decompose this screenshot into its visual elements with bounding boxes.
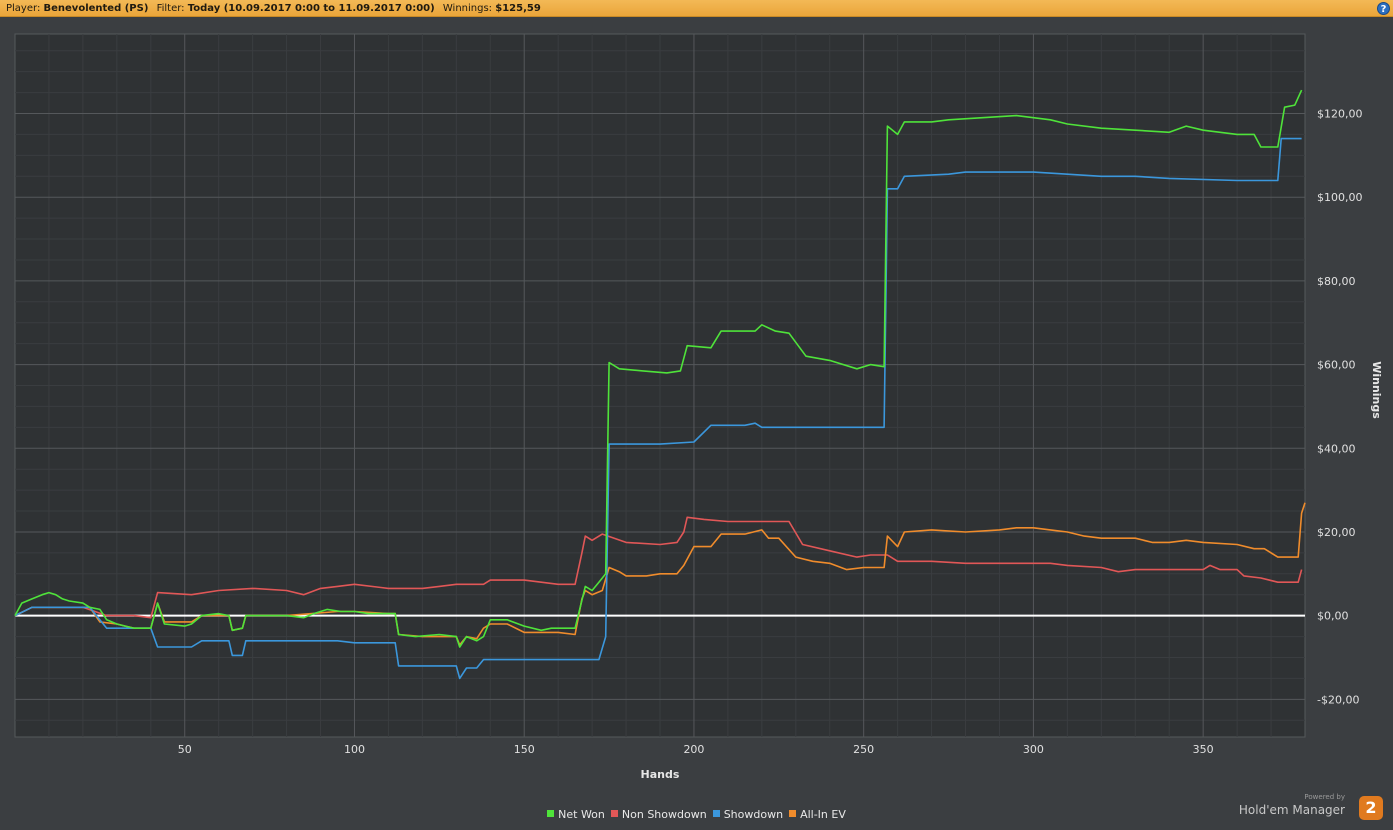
x-tick-label: 50	[178, 743, 192, 756]
x-tick-label: 350	[1193, 743, 1214, 756]
legend-item-showdown[interactable]: Showdown	[712, 808, 784, 821]
player-label: Player:	[6, 3, 41, 14]
legend-item-net-won[interactable]: Net Won	[547, 808, 605, 821]
legend-item-all-in-ev[interactable]: All-In EV	[789, 808, 846, 821]
minor-gridlines	[15, 34, 1305, 737]
legend-label: Showdown	[723, 808, 784, 821]
filter-value: Today (10.09.2017 0:00 to 11.09.2017 0:0…	[187, 3, 435, 14]
x-tick-label: 250	[853, 743, 874, 756]
legend-label: All-In EV	[800, 808, 846, 821]
y-tick-label: $0,00	[1317, 610, 1349, 623]
y-tick-label: $20,00	[1317, 526, 1356, 539]
legend-swatch	[547, 810, 555, 817]
x-tick-label: 100	[344, 743, 365, 756]
x-tick-label: 300	[1023, 743, 1044, 756]
hem2-logo-icon: 2	[1359, 796, 1383, 820]
legend-swatch	[789, 810, 797, 817]
filter-label: Filter:	[156, 3, 185, 14]
legend-label: Net Won	[558, 808, 605, 821]
help-icon[interactable]: ?	[1377, 2, 1390, 15]
chart-legend: Net Won Non Showdown Showdown All-In EV	[0, 808, 1393, 826]
legend-swatch	[610, 810, 618, 817]
x-tick-label: 150	[514, 743, 535, 756]
legend-label: Non Showdown	[621, 808, 707, 821]
y-tick-label: $40,00	[1317, 442, 1356, 455]
x-tick-label: 200	[683, 743, 704, 756]
y-tick-label: $60,00	[1317, 359, 1356, 372]
legend-swatch	[712, 810, 720, 817]
y-tick-label: $80,00	[1317, 275, 1356, 288]
y-tick-label: $120,00	[1317, 108, 1363, 121]
axis-ticks: 50 100 150 200 250 300 350 -$20,00 $0,00 $20,00 $4…	[178, 108, 1363, 756]
x-axis-label: Hands	[641, 768, 680, 781]
series-line-non-showdown	[14, 516, 1303, 619]
winnings-label: Winnings:	[442, 3, 493, 14]
series-line-showdown	[14, 137, 1302, 680]
y-tick-label: $100,00	[1317, 191, 1363, 204]
legend-item-non-showdown[interactable]: Non Showdown	[610, 808, 707, 821]
major-gridlines	[15, 34, 1305, 737]
powered-by-text: Powered by	[1304, 793, 1345, 801]
brand-name: Hold'em Manager	[1238, 803, 1345, 817]
player-value: Benevolented (PS)	[43, 3, 149, 14]
series-line-net-won	[14, 89, 1303, 648]
filter-bar: Player: Benevolented (PS) Filter: Today …	[0, 0, 1393, 17]
winnings-chart: 50 100 150 200 250 300 350 -$20,00 $0,00 $20,00 $4…	[14, 33, 1383, 781]
series-layer	[14, 89, 1306, 680]
y-axis-label: Winnings	[1370, 361, 1383, 419]
winnings-value: $125,59	[495, 3, 541, 14]
y-tick-label: -$20,00	[1317, 693, 1359, 706]
